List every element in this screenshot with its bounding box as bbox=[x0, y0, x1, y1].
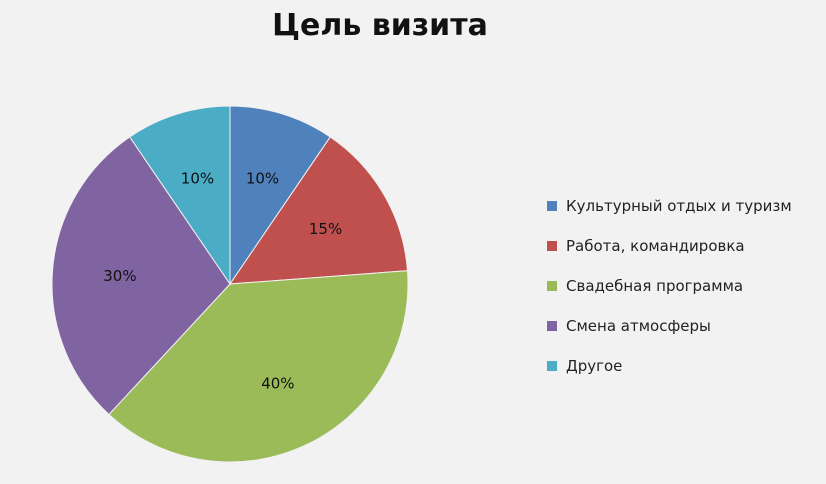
legend-item: Свадебная программа bbox=[547, 276, 792, 296]
slice-data-label: 10% bbox=[246, 170, 279, 188]
legend-swatch bbox=[547, 361, 557, 371]
pie-slice bbox=[229, 105, 331, 286]
legend-label: Работа, командировка bbox=[566, 237, 745, 255]
pie-slice bbox=[229, 136, 409, 285]
legend-item: Смена атмосферы bbox=[547, 316, 792, 336]
pie-slice bbox=[129, 105, 231, 286]
slice-data-label: 15% bbox=[309, 220, 342, 238]
legend-label: Культурный отдых и туризм bbox=[566, 197, 792, 215]
pie-slice bbox=[108, 270, 409, 463]
legend-item: Работа, командировка bbox=[547, 236, 792, 256]
legend-item: Культурный отдых и туризм bbox=[547, 196, 792, 216]
legend-label: Смена атмосферы bbox=[566, 317, 711, 335]
legend-swatch bbox=[547, 281, 557, 291]
slice-data-label: 30% bbox=[103, 267, 136, 285]
legend-swatch bbox=[547, 321, 557, 331]
legend-label: Другое bbox=[566, 357, 623, 375]
legend-swatch bbox=[547, 201, 557, 211]
slice-data-label: 40% bbox=[261, 374, 294, 392]
slice-data-label: 10% bbox=[181, 170, 214, 188]
legend: Культурный отдых и туризм Работа, команди… bbox=[547, 196, 792, 396]
legend-swatch bbox=[547, 241, 557, 251]
pie-slice bbox=[51, 136, 231, 416]
legend-item: Другое bbox=[547, 356, 792, 376]
chart-title: Цель визита bbox=[272, 8, 488, 43]
legend-label: Свадебная программа bbox=[566, 277, 744, 295]
